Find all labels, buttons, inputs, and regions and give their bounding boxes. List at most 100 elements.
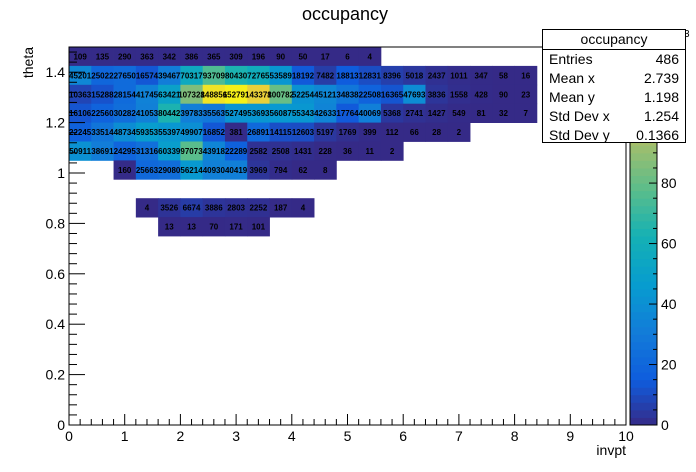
palette-swatch [630,198,657,207]
cell-label: 80430 [225,71,248,80]
heatmap-cell [158,141,181,161]
cell-label: 30282 [114,109,137,118]
cell-label: 60339 [158,147,181,156]
cell-label: 112 [386,128,399,137]
heatmap-cell [91,103,114,123]
z-tick-label: 0 [661,417,669,433]
heatmap-cell [224,47,248,67]
x-axis-label: invpt [596,442,626,458]
cell-label: 100782 [267,90,294,99]
cell-label: 1431 [294,147,312,156]
cell-label: 135 [96,52,110,61]
palette-swatch [630,175,657,184]
palette-swatch [630,190,657,199]
heatmap-cell [158,160,181,180]
x-tick-label: 9 [566,428,574,444]
heatmap-cell [314,47,337,67]
cell-label: 97073 [180,147,203,156]
cell-label: 16 [521,71,530,80]
cell-label: 18192 [292,71,315,80]
x-tick-label: 7 [455,428,463,444]
heatmap-cell [180,198,204,218]
cell-label: 6 [345,52,350,61]
cell-label: 58 [499,71,508,80]
cell-label: 15288 [91,90,114,99]
heatmap-cell [403,122,426,142]
heatmap-cell [336,84,360,105]
heatmap-cell [180,47,204,67]
heatmap-cell [447,84,471,105]
heatmap-cell [69,141,92,161]
stats-rows: Entries 486 Mean x 2.739 Mean y 1.198 Std Dev … [543,50,685,145]
palette-swatch [630,258,657,267]
cell-label: 41053 [136,109,159,118]
cell-label: 49907 [180,128,203,137]
cell-label: 53693 [247,109,270,118]
cell-label: 152791 [223,90,250,99]
heatmap-cell [247,65,270,86]
cell-label: 22508 [359,90,382,99]
heatmap-cell [113,103,137,123]
heatmap-cell [158,65,181,86]
cell-label: 347 [475,71,489,80]
heatmap-cell [135,84,159,105]
cell-label: 93709 [203,71,226,80]
cell-label: 63421 [158,90,181,99]
cell-label: 53589 [270,71,293,80]
heatmap-cell [247,160,270,180]
stats-label: Std Dev x [549,108,610,124]
cell-label: 365 [207,52,221,61]
cells-layer [69,47,538,237]
heatmap-cell [514,65,538,86]
cell-label: 31316 [136,147,159,156]
cell-label: 48734 [114,128,137,137]
heatmap-cell [180,122,204,142]
cell-label: 2437 [428,71,446,80]
heatmap-cell [224,65,248,86]
heatmap-cell [291,84,315,105]
heatmap-cell [202,103,226,123]
y-tick-label: 0.2 [46,367,66,383]
cell-label: 26891 [247,128,270,137]
stats-value: 1.198 [643,89,679,105]
cell-label: 40069 [359,109,382,118]
cell-label: 28154 [114,90,137,99]
heatmap-cell [202,217,226,237]
cell-label: 23 [521,90,530,99]
cell-label: 45201 [69,71,92,80]
heatmap-cell [202,122,226,142]
cell-label: 17764 [336,109,359,118]
palette-swatch [630,379,657,388]
heatmap-cell [336,47,360,67]
palette-swatch [630,167,657,177]
cell-label: 47693 [403,90,426,99]
palette-swatch [630,228,657,237]
heatmap-cell [202,47,226,67]
heatmap-cell [113,160,137,180]
heatmap-cell [314,122,337,142]
heatmap-cell [247,198,270,218]
heatmap-cell [180,160,204,180]
cell-label: 101 [252,223,266,232]
cell-label: 40930 [203,166,226,175]
heatmap-cell [247,47,270,67]
palette-swatch [630,311,657,320]
cell-label: 5368 [383,109,401,118]
heatmap-cell [269,103,293,123]
cell-label: 794 [274,166,288,175]
stats-row: Std Dev y 0.1366 [543,126,685,145]
heatmap-cell [180,65,204,86]
z-tick-label: 40 [661,296,677,312]
cell-label: 27650 [114,71,137,80]
cell-label: 17 [321,52,330,61]
palette-swatch [630,288,657,297]
cell-label: 35563 [203,109,226,118]
palette-swatch [630,296,657,305]
heatmap-cell [425,122,449,142]
palette-swatch [630,319,657,328]
heatmap-cell [269,198,293,218]
y-tick-label: 0.8 [46,215,66,231]
heatmap-cell [180,103,204,123]
stats-box: occupancy Entries 486 Mean x 2.739 Mean y 1.1… [542,29,686,143]
